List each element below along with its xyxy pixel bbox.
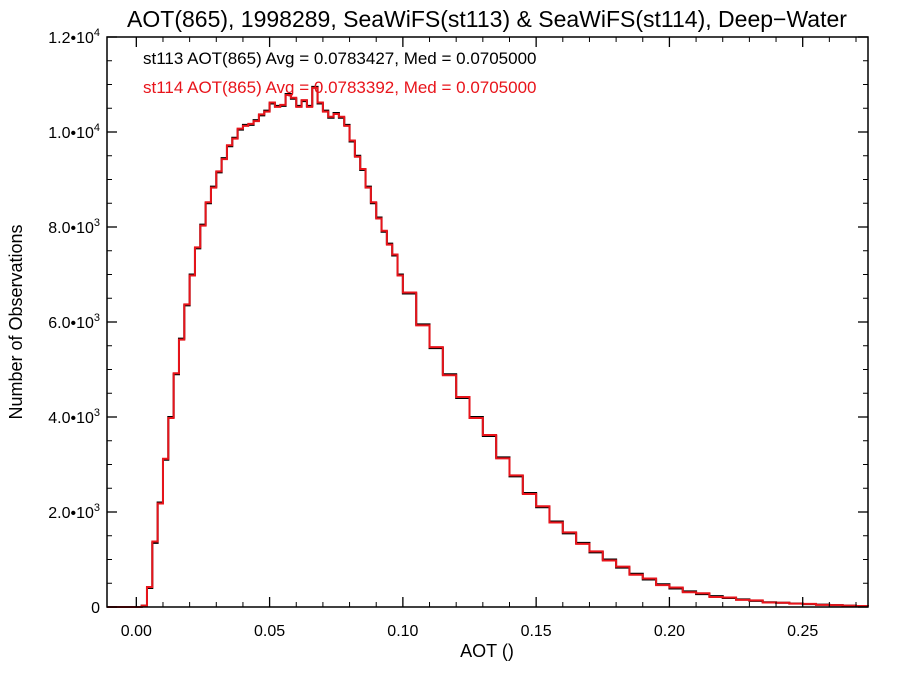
y-tick-label: 0	[91, 600, 100, 617]
y-tick-label: 6.0•103	[48, 312, 100, 332]
x-axis: 0.00 0.05 0.10 0.15 0.20 0.25	[121, 37, 857, 640]
series-line-1	[107, 86, 869, 608]
x-tick-label: 0.00	[121, 623, 152, 640]
x-axis-label: AOT ()	[460, 641, 514, 661]
y-tick-label: 1.2•104	[48, 27, 100, 47]
x-tick-label: 0.05	[254, 623, 285, 640]
plot-series	[107, 85, 869, 608]
annotation-st114: st114 AOT(865) Avg = 0.0783392, Med = 0.…	[143, 78, 537, 97]
y-tick-label: 4.0•103	[48, 407, 100, 427]
x-tick-label: 0.20	[654, 623, 685, 640]
annotation-st113: st113 AOT(865) Avg = 0.0783427, Med = 0.…	[143, 49, 537, 68]
y-tick-label: 1.0•104	[48, 122, 100, 142]
chart-title: AOT(865), 1998289, SeaWiFS(st113) & SeaW…	[127, 6, 847, 32]
y-axis: 0 2.0•103 4.0•103 6.0•103 8.0•103 1.0•104 1.2•…	[48, 27, 868, 617]
x-tick-label: 0.25	[787, 623, 818, 640]
y-axis-label: Number of Observations	[6, 224, 26, 419]
x-tick-label: 0.10	[387, 623, 418, 640]
y-tick-label: 8.0•103	[48, 217, 100, 237]
y-tick-label: 2.0•103	[48, 502, 100, 522]
x-tick-label: 0.15	[521, 623, 552, 640]
